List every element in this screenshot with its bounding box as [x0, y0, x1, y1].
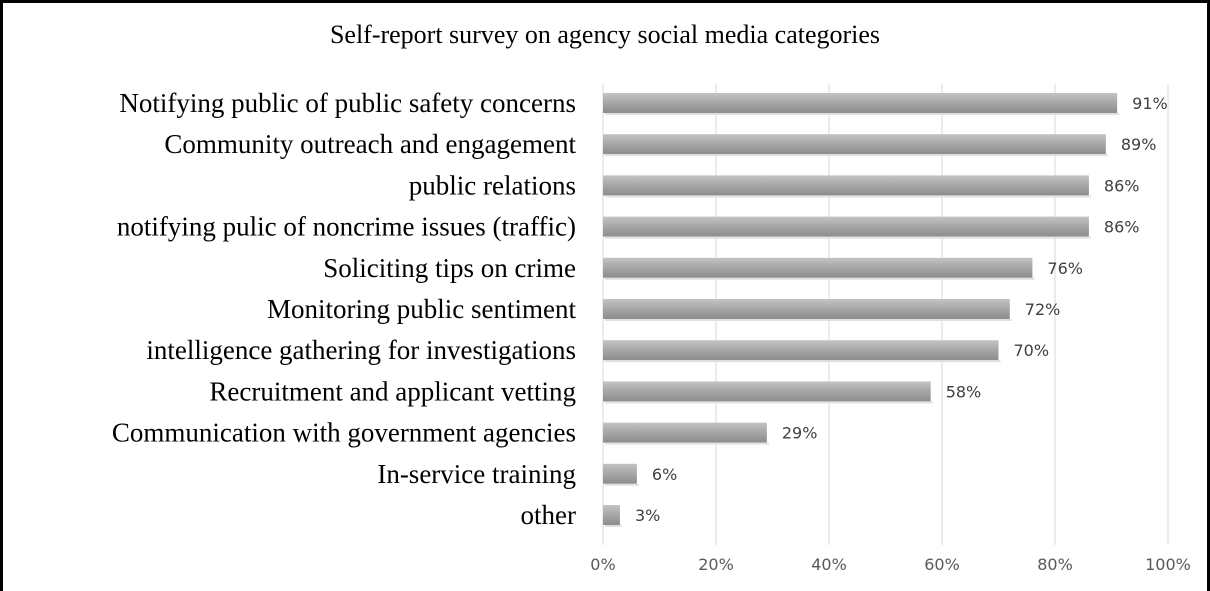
data-label: 3% — [635, 506, 660, 525]
bar — [603, 463, 637, 484]
category-label: intelligence gathering for investigation… — [146, 335, 576, 365]
data-label: 72% — [1025, 300, 1061, 319]
data-label: 70% — [1014, 341, 1050, 360]
x-tick-label: 60% — [924, 555, 960, 574]
bar — [603, 175, 1089, 196]
bars — [603, 93, 1120, 527]
category-label: Notifying public of public safety concer… — [119, 88, 576, 118]
bar — [603, 505, 620, 525]
bar-shadow — [605, 236, 1091, 239]
data-label: 91% — [1132, 94, 1168, 113]
data-label: 6% — [652, 465, 677, 484]
bar-shadow — [605, 483, 639, 486]
bar — [603, 257, 1033, 278]
bar-shadow — [605, 154, 1108, 157]
bar — [603, 422, 767, 443]
data-label: 86% — [1104, 218, 1140, 237]
chart-title: Self-report survey on agency social medi… — [329, 20, 881, 49]
data-label: 29% — [782, 424, 818, 443]
labels: 0% 20% 40% 60% 80% 100% Notifying public of pu… — [112, 88, 1191, 574]
category-label: notifying pulic of noncrime issues (traf… — [117, 212, 576, 242]
category-label: public relations — [409, 170, 576, 200]
bar-shadow — [605, 525, 622, 527]
category-label: Soliciting tips on crime — [323, 253, 576, 283]
bar — [603, 381, 931, 402]
bar — [603, 340, 999, 361]
category-label: Recruitment and applicant vetting — [209, 376, 576, 406]
x-tick-label: 40% — [811, 555, 847, 574]
bar-shadow — [605, 195, 1091, 198]
category-label: other — [521, 500, 576, 530]
bar — [603, 93, 1118, 113]
bar — [603, 216, 1089, 237]
data-label: 86% — [1104, 176, 1140, 195]
bar-shadow — [605, 113, 1120, 115]
category-label: In-service training — [377, 459, 576, 489]
bar-shadow — [605, 401, 933, 404]
bar — [603, 134, 1106, 155]
bar-shadow — [605, 360, 1001, 363]
bar-shadow — [605, 319, 1012, 321]
x-tick-label: 80% — [1037, 555, 1073, 574]
category-label: Communication with government agencies — [112, 418, 576, 448]
x-tick-label: 100% — [1145, 555, 1191, 574]
data-label: 76% — [1047, 259, 1083, 278]
bar — [603, 299, 1010, 319]
category-label: Monitoring public sentiment — [267, 294, 576, 324]
bar-shadow — [605, 277, 1035, 280]
x-tick-label: 20% — [698, 555, 734, 574]
data-label: 89% — [1121, 135, 1157, 154]
x-tick-label: 0% — [590, 555, 615, 574]
bar-shadow — [605, 442, 769, 445]
data-label: 58% — [946, 382, 982, 401]
category-label: Community outreach and engagement — [164, 129, 576, 159]
